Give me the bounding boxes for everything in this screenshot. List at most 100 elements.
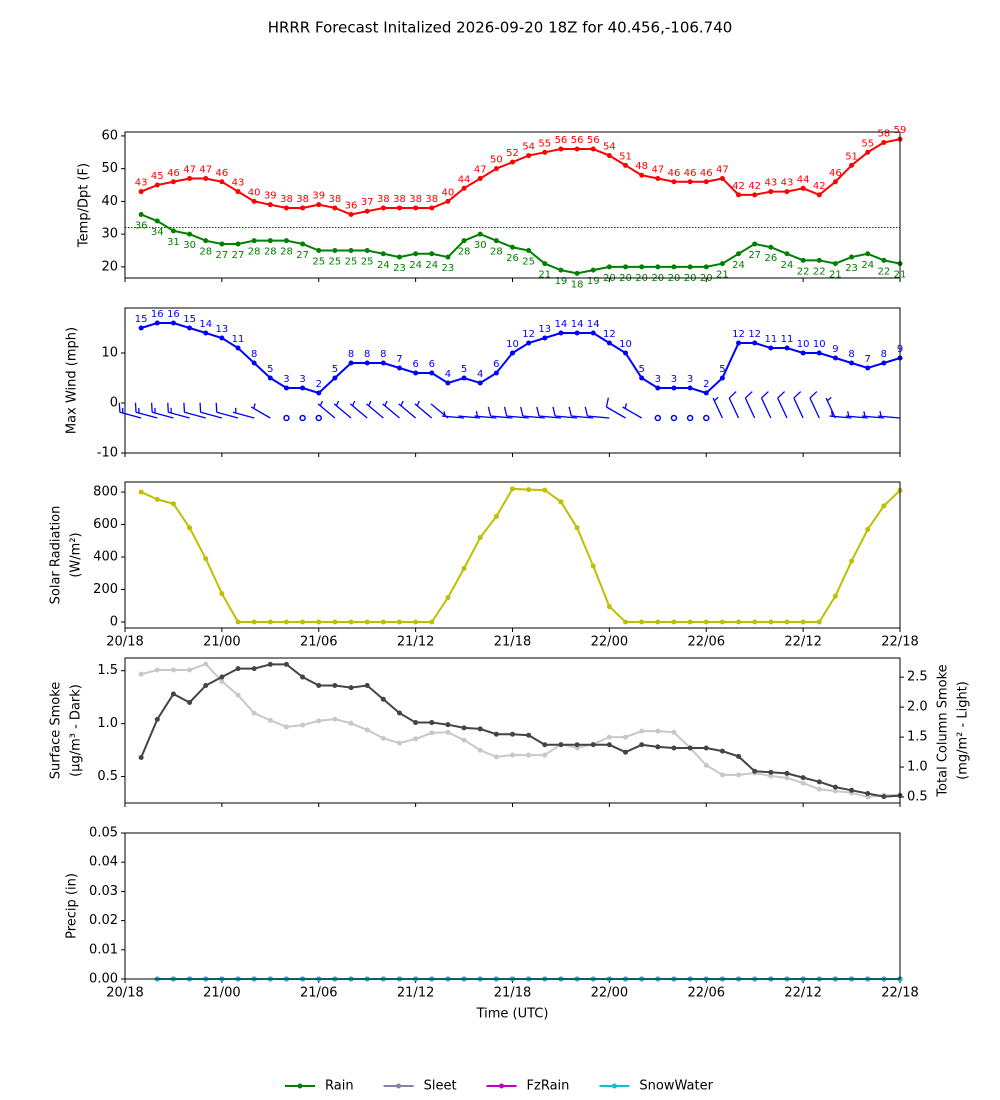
data-label: 13	[216, 324, 229, 335]
wind-barb	[487, 406, 513, 419]
data-label: 25	[329, 257, 342, 268]
x-axis-label: Time (UTC)	[476, 1007, 549, 1022]
point	[251, 666, 257, 672]
y-tick-label: 0.04	[89, 855, 118, 870]
point	[413, 619, 419, 625]
point	[558, 330, 564, 336]
wind-barb	[458, 415, 481, 419]
point	[590, 267, 596, 273]
data-label: 38	[377, 194, 390, 205]
y-tick-label: 200	[93, 582, 118, 597]
wind-barb	[760, 391, 772, 419]
data-label: 23	[442, 263, 455, 274]
point	[655, 619, 661, 625]
data-label: 28	[458, 247, 471, 258]
point	[219, 674, 225, 680]
y-axis-label: Precip (in)	[65, 873, 80, 939]
point	[235, 619, 241, 625]
point	[187, 325, 193, 331]
point	[300, 674, 306, 680]
y-tick-label: 10	[101, 346, 118, 361]
wind-barb	[825, 396, 837, 419]
point	[849, 360, 855, 366]
y-tick-label: 40	[101, 194, 118, 209]
y-tick-label: 0.00	[89, 972, 118, 987]
x-tick-label: 20/18	[106, 986, 143, 1001]
data-label: 27	[232, 250, 245, 261]
point	[510, 244, 515, 250]
point	[203, 238, 209, 244]
data-label: 6	[429, 359, 435, 370]
data-label: 37	[361, 197, 374, 208]
data-label: 19	[555, 276, 568, 287]
x-tick-label: 22/00	[591, 986, 628, 1001]
y-tick-label: 0.05	[89, 826, 118, 841]
y-tick-label: 0.02	[89, 913, 118, 928]
point	[832, 179, 838, 185]
wind-calm	[686, 414, 694, 422]
point	[606, 604, 612, 610]
point	[816, 350, 822, 356]
point	[865, 526, 871, 532]
point	[316, 202, 322, 208]
point	[251, 710, 257, 716]
data-label: 42	[813, 181, 826, 192]
data-label: 12	[732, 329, 745, 340]
data-label: 23	[845, 263, 858, 274]
point	[816, 619, 822, 625]
point	[800, 780, 806, 786]
point	[364, 248, 370, 254]
point	[203, 661, 209, 667]
point	[300, 619, 306, 625]
data-label: 21	[716, 270, 729, 281]
point	[461, 238, 467, 244]
point	[881, 503, 887, 509]
legend-marker	[396, 1083, 402, 1089]
point	[348, 360, 354, 366]
point	[493, 238, 499, 244]
point	[800, 257, 806, 263]
point	[768, 189, 774, 195]
point	[558, 742, 564, 748]
point	[413, 720, 419, 726]
point	[461, 737, 467, 743]
data-label: 54	[603, 142, 616, 153]
y-axis-label: Solar Radiation	[49, 506, 64, 605]
data-label: 6	[412, 359, 418, 370]
point	[251, 238, 257, 244]
point	[413, 370, 419, 376]
point	[461, 185, 467, 191]
point	[154, 218, 160, 224]
data-label: 14	[571, 319, 584, 330]
data-label: 24	[781, 260, 794, 271]
x-tick-label: 22/12	[784, 986, 821, 1001]
point	[170, 667, 176, 673]
data-label: 27	[216, 250, 229, 261]
point	[542, 742, 548, 748]
point	[219, 179, 225, 185]
point	[542, 487, 548, 493]
point	[752, 241, 758, 247]
x-tick-label: 22/12	[784, 635, 821, 650]
data-label: 56	[555, 135, 568, 146]
wind-calm	[703, 414, 710, 422]
point	[332, 683, 338, 689]
data-label: 15	[183, 314, 196, 325]
point	[493, 513, 499, 519]
y-tick-label: 600	[93, 517, 118, 532]
x-tick-label: 21/00	[203, 986, 240, 1001]
point	[590, 563, 596, 569]
point	[784, 770, 790, 776]
x-tick-label: 22/18	[881, 986, 918, 1001]
data-label: 47	[474, 164, 487, 175]
data-label: 16	[151, 309, 164, 320]
point	[493, 754, 499, 760]
wind-barb	[199, 402, 223, 419]
point	[429, 205, 435, 211]
data-label: 16	[167, 309, 180, 320]
point	[283, 385, 289, 391]
data-label: 22	[797, 266, 810, 277]
data-label: 38	[329, 194, 342, 205]
axes-frame	[124, 307, 901, 454]
data-label: 4	[477, 369, 483, 380]
